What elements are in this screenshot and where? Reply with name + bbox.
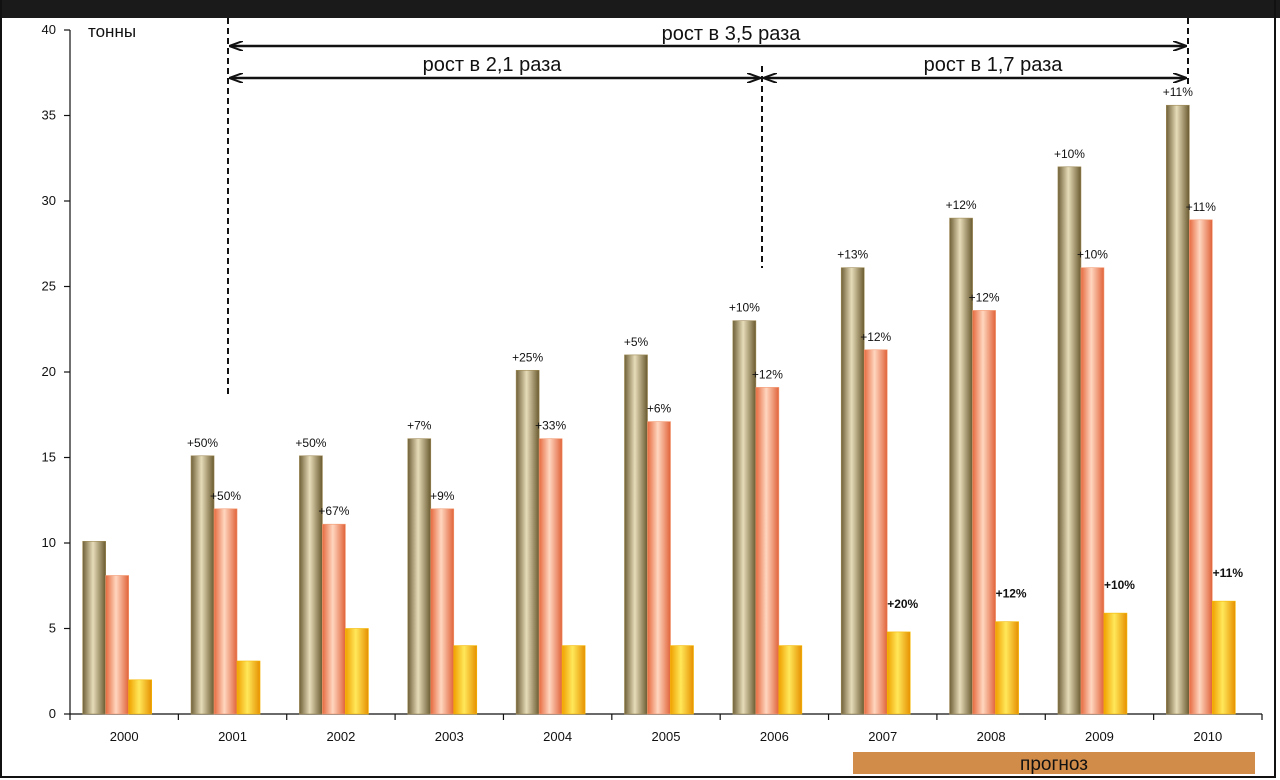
- bar-2009-s2: [1080, 267, 1105, 715]
- data-label: +33%: [535, 419, 566, 433]
- bar-2002-s3: [345, 628, 369, 715]
- data-label: +12%: [946, 198, 977, 212]
- x-tick-label: 2009: [1085, 729, 1114, 744]
- y-tick-label: 0: [49, 706, 56, 721]
- x-tick-label: 2006: [760, 729, 789, 744]
- bar-2005-s1: [624, 354, 648, 715]
- bar-2006-s3: [778, 645, 803, 715]
- x-tick-label: 2005: [652, 729, 681, 744]
- data-label: +67%: [318, 504, 349, 518]
- y-unit-label: тонны: [88, 22, 136, 41]
- data-label: +12%: [969, 290, 1000, 304]
- y-tick-label: 15: [42, 450, 56, 465]
- bar-2000-s2: [105, 575, 129, 715]
- top-bar: [0, 0, 1280, 18]
- bar-2008-s3: [995, 621, 1019, 715]
- data-label: +12%: [860, 330, 891, 344]
- data-label: +20%: [887, 597, 918, 611]
- bar-2009-s3: [1103, 612, 1128, 715]
- x-tick-label: 2010: [1193, 729, 1222, 744]
- data-label: +10%: [1054, 147, 1085, 161]
- y-tick-label: 40: [42, 22, 56, 37]
- bar-2006-s2: [755, 387, 780, 715]
- bar-2007-s2: [863, 349, 888, 715]
- y-tick-label: 35: [42, 108, 56, 123]
- bar-2003-s2: [430, 508, 455, 715]
- x-tick-label: 2003: [435, 729, 464, 744]
- bar-2001-s2: [213, 508, 238, 715]
- value-labels: +50% +50% +7% +25% +5% +10% +13% +12% +10% +11% +5…: [187, 85, 1243, 611]
- x-tick-label: 2008: [977, 729, 1006, 744]
- x-tick-label: 2000: [110, 729, 139, 744]
- forecast-band: [853, 752, 1255, 774]
- data-label: +10%: [1104, 578, 1135, 592]
- bar-2005-s2: [647, 421, 671, 715]
- data-label: +12%: [996, 587, 1027, 601]
- annotation-second: рост в 1,7 раза: [924, 54, 1064, 76]
- data-label: +50%: [295, 436, 326, 450]
- annotation-first: рост в 2,1 раза: [423, 54, 563, 76]
- x-tick-label: 2001: [218, 729, 247, 744]
- bar-2008-s2: [972, 310, 996, 715]
- data-label: +6%: [647, 402, 672, 416]
- bar-2000-s1: [82, 540, 106, 715]
- x-tick-label: 2007: [868, 729, 897, 744]
- y-tick-label: 10: [42, 535, 56, 550]
- data-label: +5%: [624, 335, 649, 349]
- bar-2003-s1: [407, 438, 432, 715]
- bar-2010-s2: [1189, 219, 1213, 715]
- y-tick-label: 25: [42, 279, 56, 294]
- bar-2004-s3: [561, 645, 586, 715]
- data-label: +7%: [407, 419, 432, 433]
- bar-2000-s3: [128, 679, 152, 715]
- bars: [82, 104, 1236, 715]
- bar-2003-s3: [453, 645, 478, 715]
- bar-2007-s3: [886, 631, 911, 715]
- data-label: +11%: [1213, 566, 1244, 580]
- growth-annotations: рост в 3,5 раза рост в 2,1 раза рост в 1…: [227, 18, 1189, 395]
- bar-2010-s3: [1212, 600, 1236, 715]
- x-tick-label: 2002: [326, 729, 355, 744]
- data-label: +9%: [430, 489, 455, 503]
- data-label: +13%: [837, 248, 868, 262]
- bar-2002-s1: [299, 455, 323, 715]
- data-label: +12%: [752, 367, 783, 381]
- y-tick-label: 20: [42, 364, 56, 379]
- data-label: +10%: [729, 301, 760, 315]
- data-label: +11%: [1163, 85, 1193, 99]
- x-tick-label: 2004: [543, 729, 572, 744]
- data-label: +10%: [1077, 248, 1108, 262]
- annotation-total: рост в 3,5 раза: [662, 23, 802, 45]
- y-tick-label: 30: [42, 193, 56, 208]
- data-label: +50%: [187, 436, 218, 450]
- bar-2010-s1: [1166, 104, 1190, 715]
- bar-2004-s2: [538, 438, 563, 715]
- data-label: +11%: [1186, 200, 1216, 214]
- y-tick-label: 5: [49, 621, 56, 636]
- bar-2005-s3: [670, 645, 694, 715]
- data-label: +25%: [512, 350, 543, 364]
- forecast-label: прогноз: [1020, 754, 1088, 775]
- bar-2002-s2: [322, 523, 346, 715]
- data-label: +50%: [210, 489, 241, 503]
- bar-2001-s3: [236, 660, 261, 715]
